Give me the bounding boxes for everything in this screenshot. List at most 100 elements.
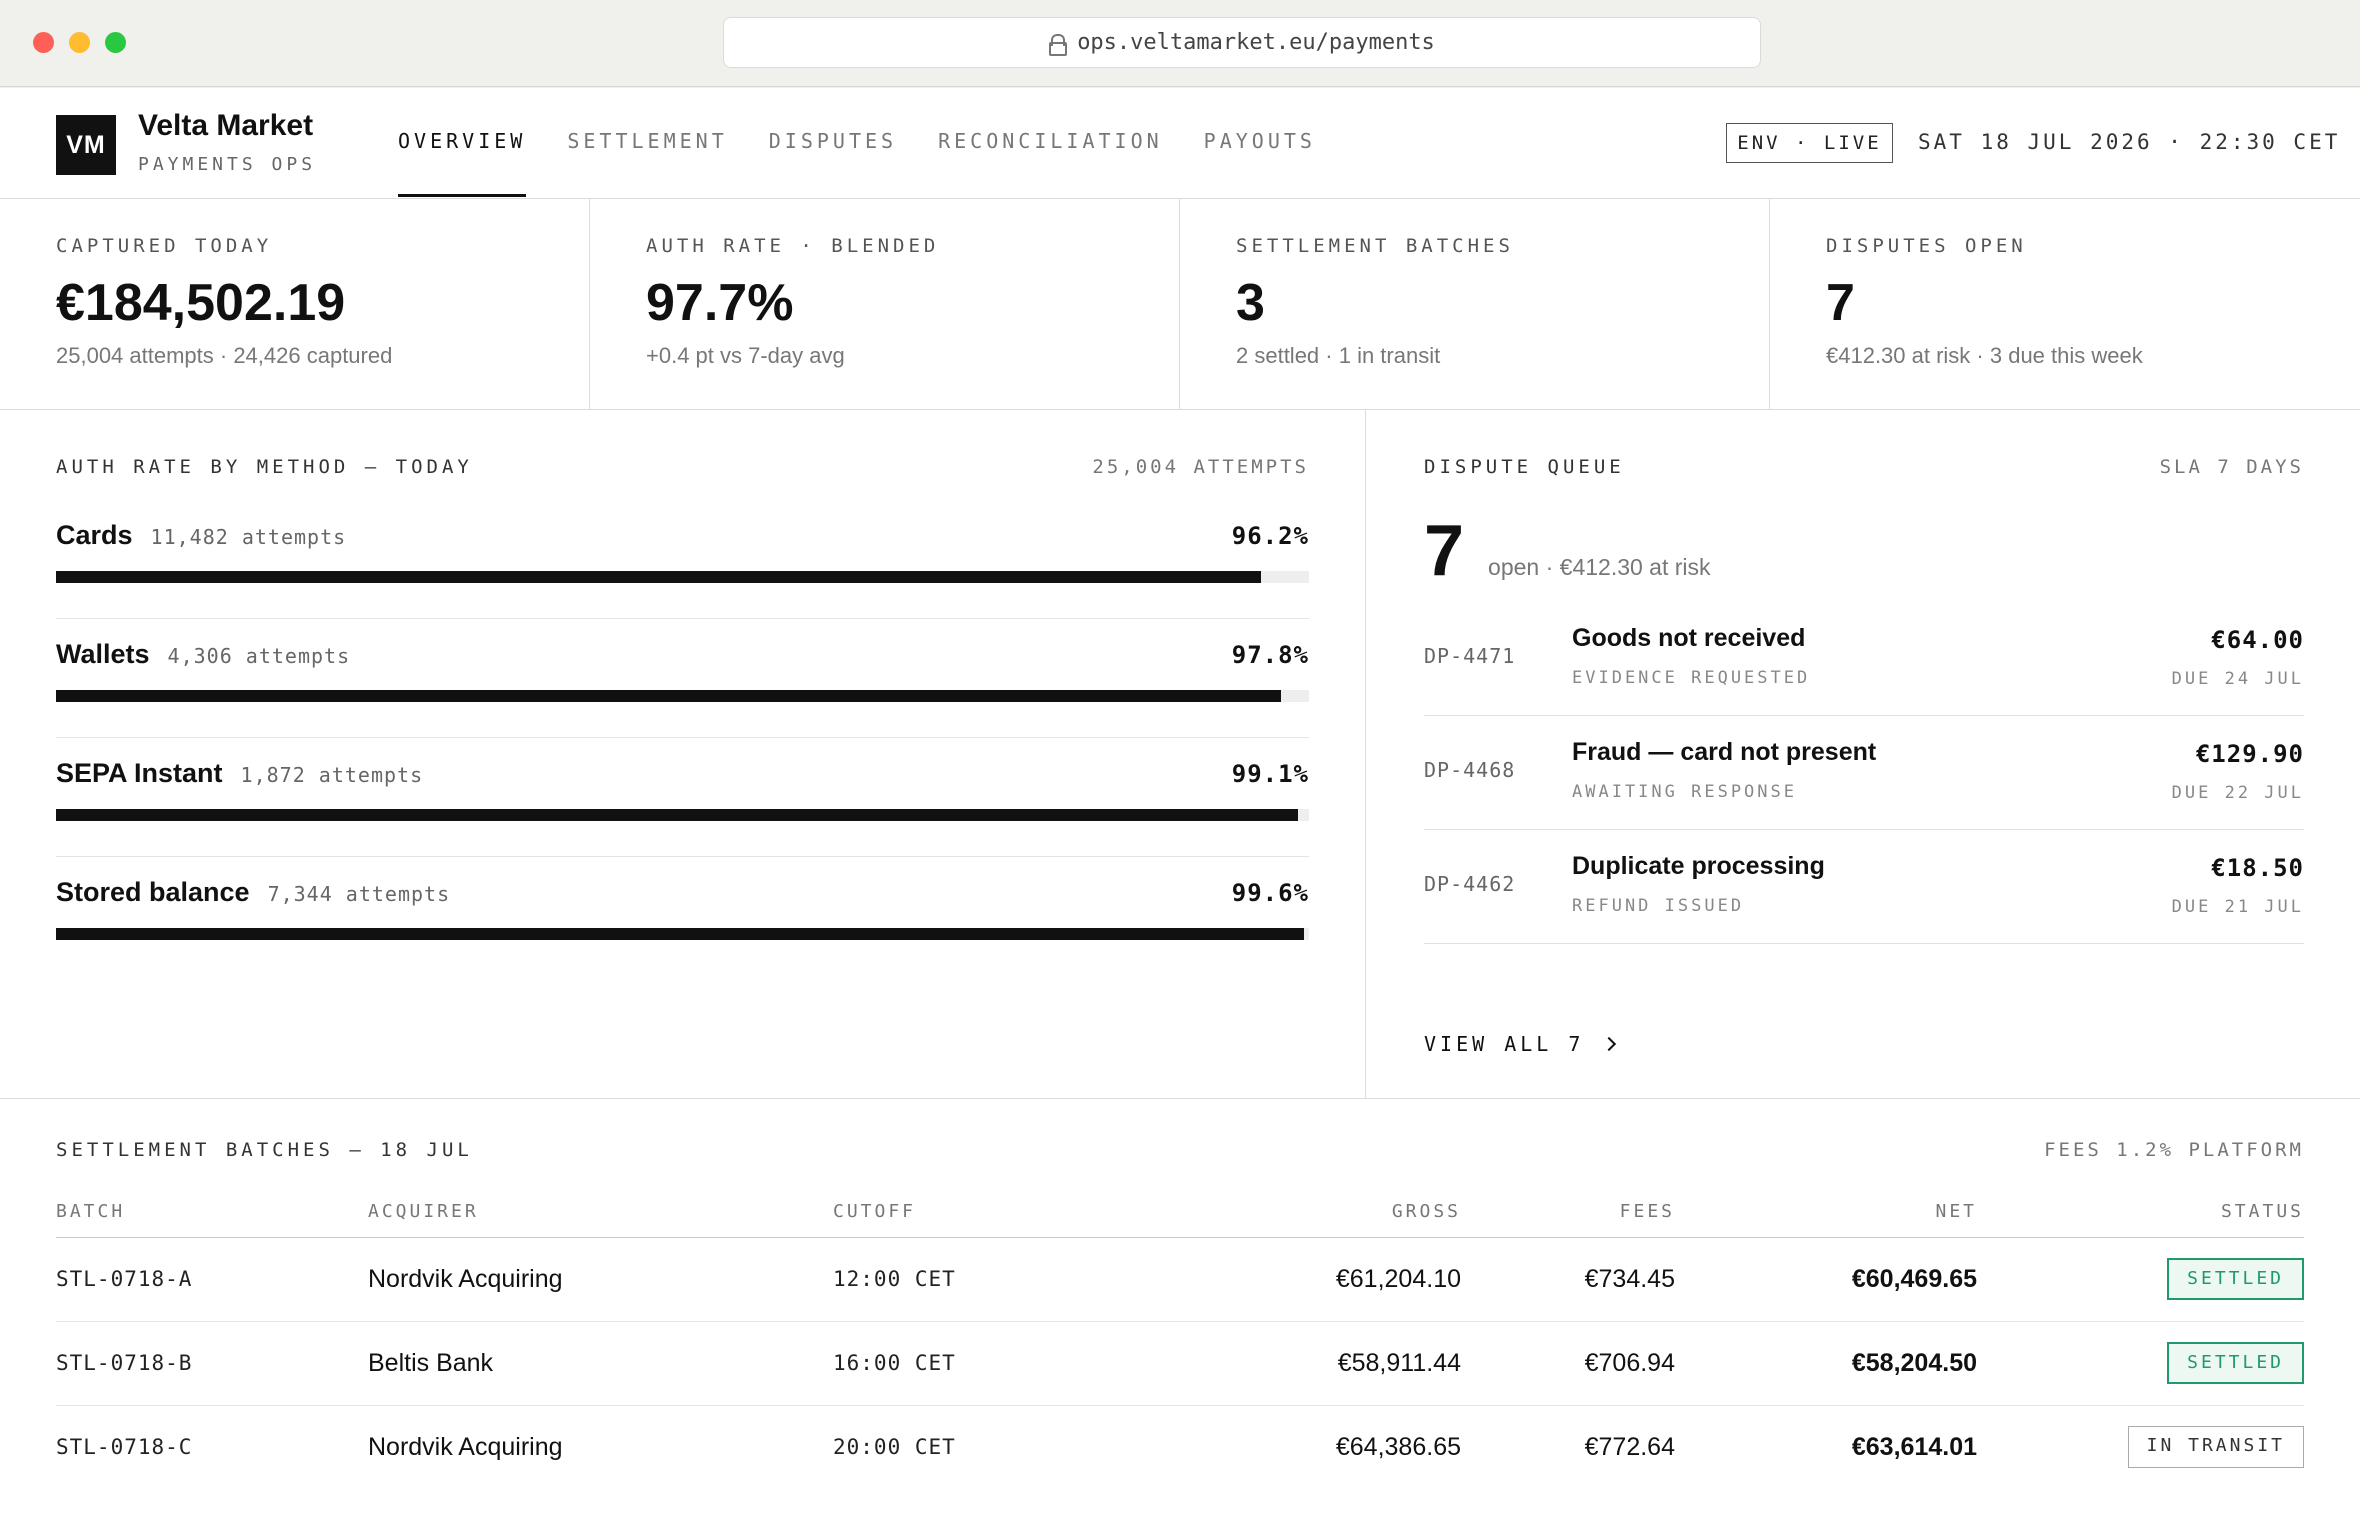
method-list: Cards 11,482 attempts 96.2% Wallets 4,306 … bbox=[56, 500, 1309, 976]
dispute-id: DP-4462 bbox=[1424, 872, 1516, 896]
column-header-gross[interactable]: GROSS bbox=[1098, 1199, 1461, 1238]
kpi-label: SETTLEMENT BATCHES bbox=[1236, 235, 1514, 257]
column-header-status[interactable]: STATUS bbox=[1977, 1199, 2304, 1238]
maximize-window-button[interactable] bbox=[105, 32, 126, 53]
dispute-due: DUE 24 JUL bbox=[2171, 669, 2304, 689]
method-row-wallets[interactable]: Wallets 4,306 attempts 97.8% bbox=[56, 619, 1309, 738]
datetime: SAT 18 JUL 2026 · 22:30 CET bbox=[1918, 130, 2341, 154]
method-row-cards[interactable]: Cards 11,482 attempts 96.2% bbox=[56, 500, 1309, 619]
kpi-auth-rate: AUTH RATE · BLENDED 97.7% +0.4 pt vs 7-d… bbox=[590, 199, 1180, 410]
column-header-cutoff[interactable]: CUTOFF bbox=[833, 1199, 1098, 1238]
dispute-row[interactable]: DP-4468 Fraud — card not present AWAITIN… bbox=[1424, 716, 2304, 830]
method-attempts: 1,872 attempts bbox=[240, 763, 424, 787]
kpi-subtext: €412.30 at risk · 3 due this week bbox=[1826, 343, 2143, 368]
dispute-amount: €18.50 bbox=[2211, 854, 2304, 882]
acquirer: Nordvik Acquiring bbox=[368, 1432, 563, 1461]
status-badge: SETTLED bbox=[2167, 1258, 2304, 1300]
tab-reconciliation[interactable]: RECONCILIATION bbox=[938, 129, 1163, 153]
net: €60,469.65 bbox=[1675, 1237, 1977, 1322]
settlement-panel: SETTLEMENT BATCHES — 18 JUL FEES 1.2% PL… bbox=[0, 1098, 2360, 1528]
kpi-label: CAPTURED TODAY bbox=[56, 235, 273, 257]
dispute-row[interactable]: DP-4462 Duplicate processing REFUND ISSU… bbox=[1424, 830, 2304, 944]
dispute-reason: Fraud — card not present bbox=[1572, 738, 1877, 766]
dispute-status: AWAITING RESPONSE bbox=[1572, 782, 1797, 802]
tab-overview[interactable]: OVERVIEW bbox=[398, 88, 527, 199]
browser-chrome: ops.veltamarket.eu/payments bbox=[0, 0, 2360, 87]
kpi-subtext: 25,004 attempts · 24,426 captured bbox=[56, 343, 393, 368]
rate-bar-fill bbox=[56, 928, 1304, 940]
kpi-disputes-open: DISPUTES OPEN 7 €412.30 at risk · 3 due … bbox=[1770, 199, 2360, 410]
rate-bar-fill bbox=[56, 571, 1262, 583]
acquirer: Nordvik Acquiring bbox=[368, 1237, 833, 1322]
rate-bar-track bbox=[56, 690, 1309, 702]
column-header-acquirer[interactable]: ACQUIRER bbox=[368, 1199, 833, 1238]
gross: €64,386.65 bbox=[1335, 1432, 1461, 1461]
column-header-net[interactable]: NET bbox=[1675, 1199, 1977, 1238]
status-badge: IN TRANSIT bbox=[2127, 1426, 2304, 1469]
rate-bar-fill bbox=[56, 809, 1298, 821]
method-name: Stored balance bbox=[56, 877, 250, 907]
view-all-disputes-link[interactable]: VIEW ALL 7 bbox=[1424, 1032, 1617, 1056]
kpi-value: €184,502.19 bbox=[56, 274, 346, 332]
gross: €58,911.44 bbox=[1098, 1321, 1461, 1406]
dispute-reason: Goods not received bbox=[1572, 624, 1806, 652]
kpi-value: 3 bbox=[1236, 274, 1265, 332]
panel-meta: FEES 1.2% PLATFORM bbox=[2044, 1139, 2304, 1161]
net: €58,204.50 bbox=[1675, 1321, 1977, 1406]
app-header: VM Velta Market PAYMENTS OPS OVERVIEW SE… bbox=[0, 88, 2360, 199]
fees: €772.64 bbox=[1584, 1432, 1675, 1461]
dispute-id: DP-4468 bbox=[1424, 758, 1516, 782]
panel-meta: SLA 7 DAYS bbox=[2159, 456, 2304, 478]
kpi-captured-today: CAPTURED TODAY €184,502.19 25,004 attemp… bbox=[0, 199, 590, 410]
dispute-amount: €129.90 bbox=[2195, 740, 2304, 768]
table-row[interactable]: STL-0718-C Nordvik Acquiring 20:00 CET €… bbox=[56, 1405, 2304, 1489]
tab-payouts[interactable]: PAYOUTS bbox=[1203, 129, 1316, 153]
method-name: Cards bbox=[56, 520, 133, 550]
gross: €61,204.10 bbox=[1098, 1237, 1461, 1322]
app: VM Velta Market PAYMENTS OPS OVERVIEW SE… bbox=[0, 88, 2360, 1528]
panel-title: DISPUTE QUEUE bbox=[1424, 456, 1625, 478]
main-nav: OVERVIEW SETTLEMENT DISPUTES RECONCILIAT… bbox=[398, 88, 1357, 199]
method-row-stored-balance[interactable]: Stored balance 7,344 attempts 99.6% bbox=[56, 857, 1309, 976]
kpi-subtext: +0.4 pt vs 7-day avg bbox=[646, 343, 845, 368]
kpi-value: 7 bbox=[1826, 274, 1855, 332]
column-header-fees[interactable]: FEES bbox=[1461, 1199, 1675, 1238]
close-window-button[interactable] bbox=[33, 32, 54, 53]
dispute-status: EVIDENCE REQUESTED bbox=[1572, 668, 1811, 688]
lock-icon bbox=[1049, 33, 1068, 56]
dispute-due: DUE 21 JUL bbox=[2171, 897, 2304, 917]
dispute-row[interactable]: DP-4471 Goods not received EVIDENCE REQU… bbox=[1424, 602, 2304, 716]
fees: €734.45 bbox=[1461, 1237, 1675, 1322]
minimize-window-button[interactable] bbox=[69, 32, 90, 53]
method-rate: 97.8% bbox=[1231, 641, 1309, 669]
net: €63,614.01 bbox=[1851, 1432, 1977, 1461]
url-text: ops.veltamarket.eu/payments bbox=[1077, 30, 1435, 55]
brand-logo[interactable]: VM bbox=[56, 115, 116, 175]
dispute-list: DP-4471 Goods not received EVIDENCE REQU… bbox=[1424, 602, 2304, 944]
method-name: Wallets bbox=[56, 639, 150, 669]
panel-title: SETTLEMENT BATCHES — 18 JUL bbox=[56, 1139, 473, 1161]
method-attempts: 11,482 attempts bbox=[150, 525, 347, 549]
method-rate: 99.6% bbox=[1231, 879, 1309, 907]
column-header-batch[interactable]: BATCH bbox=[56, 1199, 368, 1238]
panel-meta: 25,004 ATTEMPTS bbox=[1092, 456, 1309, 478]
dispute-due: DUE 22 JUL bbox=[2171, 783, 2304, 803]
table-row[interactable]: STL-0718-B Beltis Bank 16:00 CET €58,911… bbox=[56, 1321, 2304, 1406]
kpi-label: AUTH RATE · BLENDED bbox=[646, 235, 940, 257]
acquirer: Beltis Bank bbox=[368, 1321, 833, 1406]
batch-id: STL-0718-A bbox=[56, 1237, 368, 1322]
tab-disputes[interactable]: DISPUTES bbox=[768, 129, 898, 153]
method-row-sepa-instant[interactable]: SEPA Instant 1,872 attempts 99.1% bbox=[56, 738, 1309, 857]
dispute-count: 7 bbox=[1424, 511, 1465, 591]
environment-badge[interactable]: ENV · LIVE bbox=[1726, 123, 1893, 163]
dispute-queue-panel: DISPUTE QUEUE SLA 7 DAYS 7 open · €412.3… bbox=[1367, 410, 2360, 1098]
rate-bar-track bbox=[56, 928, 1309, 940]
dispute-reason: Duplicate processing bbox=[1572, 852, 1825, 880]
table-row[interactable]: STL-0718-A Nordvik Acquiring 12:00 CET €… bbox=[56, 1237, 2304, 1322]
tab-settlement[interactable]: SETTLEMENT bbox=[567, 129, 728, 153]
method-rate: 99.1% bbox=[1231, 760, 1309, 788]
address-bar[interactable]: ops.veltamarket.eu/payments bbox=[723, 17, 1761, 68]
batch-id: STL-0718-C bbox=[56, 1435, 193, 1460]
panel-title: AUTH RATE BY METHOD — TODAY bbox=[56, 456, 473, 478]
kpi-strip: CAPTURED TODAY €184,502.19 25,004 attemp… bbox=[0, 199, 2360, 410]
